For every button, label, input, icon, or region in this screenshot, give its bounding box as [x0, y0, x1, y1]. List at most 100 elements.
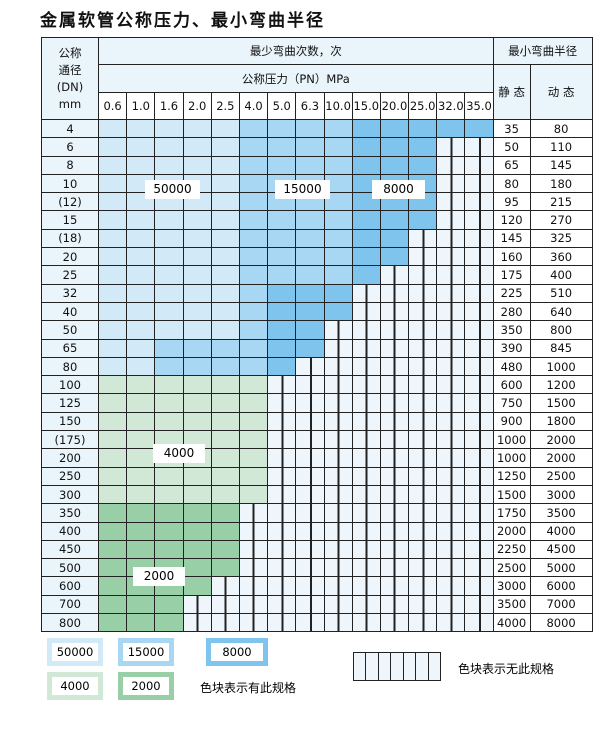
- no-spec-cell: [464, 466, 494, 486]
- spec-cell: [210, 411, 240, 432]
- legend-4000: 4000: [47, 672, 103, 700]
- static-radius-cell: 600: [492, 375, 531, 395]
- no-spec-cell: [351, 301, 381, 322]
- spec-cell: [97, 613, 128, 633]
- static-radius-cell: 1000: [492, 430, 531, 450]
- spec-cell: [154, 393, 184, 413]
- spec-cell: [97, 228, 128, 249]
- spec-cell: [323, 301, 353, 322]
- no-spec-cell: [267, 576, 297, 596]
- spec-cell: [154, 155, 184, 175]
- zone-label-15000: 15000: [275, 180, 330, 199]
- spec-cell: [323, 173, 353, 194]
- spec-cell: [126, 484, 156, 505]
- no-spec-cell: [351, 283, 381, 303]
- no-spec-cell: [267, 448, 297, 468]
- zone-label-2000: 2000: [133, 567, 185, 586]
- no-spec-cell: [464, 430, 494, 450]
- no-spec-cell: [323, 320, 353, 340]
- no-spec-cell: [379, 558, 410, 578]
- spec-cell: [97, 265, 128, 285]
- spec-cell: [126, 503, 156, 523]
- dynamic-radius-cell: 360: [529, 247, 593, 267]
- no-spec-cell: [267, 613, 297, 633]
- legend-15000: 15000: [118, 638, 174, 666]
- no-spec-cell: [323, 356, 353, 377]
- no-spec-cell: [351, 430, 381, 450]
- no-spec-cell: [323, 558, 353, 578]
- spec-cell: [97, 521, 128, 541]
- dynamic-radius-cell: 3500: [529, 503, 593, 523]
- dn-label-line: mm: [58, 96, 82, 111]
- no-spec-cell: [323, 411, 353, 432]
- spec-cell: [267, 338, 297, 358]
- no-spec-cell: [323, 576, 353, 596]
- dn-cell: (18): [41, 228, 99, 249]
- no-spec-cell: [379, 576, 410, 596]
- page-title: 金属软管公称压力、最小弯曲半径: [40, 11, 325, 31]
- no-spec-cell: [436, 411, 466, 432]
- spec-cell: [267, 155, 297, 175]
- dynamic-radius-cell: 5000: [529, 558, 593, 578]
- dynamic-radius-cell: 1000: [529, 356, 593, 377]
- no-spec-cell: [351, 375, 381, 395]
- spec-cell: [408, 137, 438, 157]
- spec-cell: [182, 375, 212, 395]
- spec-cell: [295, 338, 325, 358]
- spec-cell: [182, 466, 212, 486]
- spec-cell: [154, 484, 184, 505]
- spec-cell: [154, 503, 184, 523]
- no-spec-cell: [379, 539, 410, 560]
- spec-cell: [97, 576, 128, 596]
- legend-label: 2000: [126, 677, 166, 695]
- no-spec-cell: [464, 247, 494, 267]
- spec-cell: [126, 393, 156, 413]
- no-spec-cell: [464, 484, 494, 505]
- pressure-column-header: 2.0: [182, 92, 212, 120]
- no-spec-cell: [351, 558, 381, 578]
- no-spec-cell: [408, 375, 438, 395]
- spec-cell: [182, 393, 212, 413]
- spec-cell: [351, 228, 381, 249]
- spec-cell: [154, 594, 184, 615]
- spec-cell: [154, 301, 184, 322]
- dn-cell: 125: [41, 393, 99, 413]
- no-spec-cell: [379, 411, 410, 432]
- spec-cell: [238, 283, 269, 303]
- spec-cell: [154, 228, 184, 249]
- no-spec-cell: [464, 521, 494, 541]
- no-spec-cell: [436, 558, 466, 578]
- no-spec-cell: [464, 173, 494, 194]
- spec-cell: [126, 228, 156, 249]
- static-radius-cell: 3500: [492, 594, 531, 615]
- spec-cell: [210, 137, 240, 157]
- spec-cell: [182, 228, 212, 249]
- spec-cell: [126, 466, 156, 486]
- no-spec-cell: [295, 521, 325, 541]
- spec-cell: [210, 521, 240, 541]
- spec-cell: [323, 137, 353, 157]
- spec-cell: [126, 301, 156, 322]
- spec-cell: [351, 247, 381, 267]
- table-row: 450 2250 4500: [41, 539, 593, 560]
- no-spec-cell: [436, 448, 466, 468]
- spec-cell: [295, 228, 325, 249]
- static-radius-cell: 900: [492, 411, 531, 432]
- dynamic-radius-cell: 2500: [529, 466, 593, 486]
- spec-cell: [97, 430, 128, 450]
- spec-cell: [238, 265, 269, 285]
- dynamic-radius-cell: 800: [529, 320, 593, 340]
- no-spec-cell: [464, 301, 494, 322]
- dn-cell: (12): [41, 192, 99, 212]
- static-radius-cell: 1500: [492, 484, 531, 505]
- no-spec-cell: [295, 375, 325, 395]
- no-spec-cell: [267, 411, 297, 432]
- spec-cell: [97, 155, 128, 175]
- no-spec-cell: [351, 613, 381, 633]
- no-spec-cell: [436, 521, 466, 541]
- no-spec-cell: [379, 521, 410, 541]
- no-spec-cell: [295, 594, 325, 615]
- no-spec-cell: [323, 521, 353, 541]
- spec-cell: [126, 594, 156, 615]
- no-spec-cell: [436, 192, 466, 212]
